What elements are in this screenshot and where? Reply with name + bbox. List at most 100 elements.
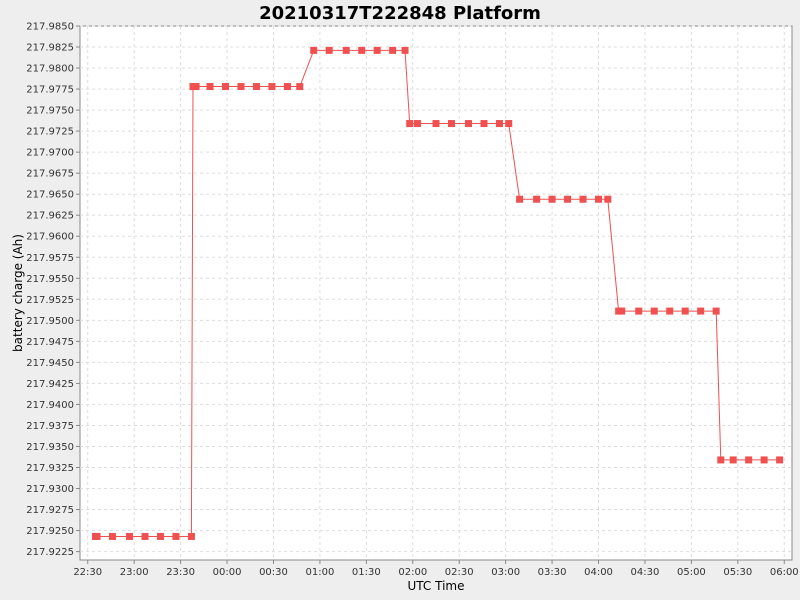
data-point bbox=[495, 120, 503, 128]
data-point bbox=[192, 83, 200, 91]
data-point bbox=[413, 120, 421, 128]
y-axis: 217.9225 217.9250 217.9275 217.9300 217.9325… bbox=[26, 22, 80, 558]
y-tick-label: 217.9425 bbox=[26, 379, 74, 390]
plot-area bbox=[79, 25, 793, 561]
y-tick-label: 217.9300 bbox=[26, 484, 74, 495]
data-point bbox=[342, 46, 350, 54]
data-point bbox=[533, 195, 541, 203]
y-tick-label: 217.9600 bbox=[26, 232, 74, 243]
y-tick-label: 217.9250 bbox=[26, 526, 74, 537]
data-point bbox=[109, 532, 117, 540]
data-point bbox=[252, 83, 260, 91]
data-point bbox=[635, 307, 643, 315]
x-tick-label: 06:00 bbox=[770, 567, 799, 578]
data-point bbox=[516, 195, 524, 203]
y-tick-label: 217.9500 bbox=[26, 316, 74, 327]
data-point bbox=[681, 307, 689, 315]
x-tick-label: 02:30 bbox=[445, 567, 474, 578]
y-tick-label: 217.9525 bbox=[26, 295, 74, 306]
data-point bbox=[358, 46, 366, 54]
y-tick-label: 217.9750 bbox=[26, 106, 74, 117]
data-point bbox=[296, 83, 304, 91]
y-tick-label: 217.9400 bbox=[26, 400, 74, 411]
y-tick-label: 217.9825 bbox=[26, 43, 74, 54]
y-tick-label: 217.9550 bbox=[26, 274, 74, 285]
data-point bbox=[206, 83, 214, 91]
y-tick-label: 217.9325 bbox=[26, 463, 74, 474]
x-tick-label: 05:30 bbox=[723, 567, 752, 578]
data-point bbox=[760, 456, 768, 464]
data-point bbox=[480, 120, 488, 128]
y-tick-label: 217.9575 bbox=[26, 253, 74, 264]
x-axis: 22:30 23:00 23:30 00:00 00:30 01:00 01:30 02:00… bbox=[73, 560, 799, 578]
y-tick-label: 217.9700 bbox=[26, 148, 74, 159]
data-point bbox=[373, 46, 381, 54]
y-tick-label: 217.9350 bbox=[26, 442, 74, 453]
y-tick-label: 217.9650 bbox=[26, 190, 74, 201]
data-point bbox=[310, 46, 318, 54]
data-point bbox=[604, 195, 612, 203]
grid bbox=[80, 25, 792, 560]
y-tick-label: 217.9450 bbox=[26, 358, 74, 369]
y-tick-label: 217.9800 bbox=[26, 64, 74, 75]
data-point bbox=[618, 307, 626, 315]
data-point bbox=[126, 532, 134, 540]
data-point bbox=[465, 120, 473, 128]
data-point bbox=[712, 307, 720, 315]
y-tick-label: 217.9375 bbox=[26, 421, 74, 432]
x-tick-label: 02:00 bbox=[398, 567, 427, 578]
data-point bbox=[268, 83, 276, 91]
data-point bbox=[564, 195, 572, 203]
data-point bbox=[172, 532, 180, 540]
x-tick-label: 04:00 bbox=[584, 567, 613, 578]
data-point bbox=[729, 456, 737, 464]
data-point bbox=[745, 456, 753, 464]
data-point bbox=[406, 120, 414, 128]
x-tick-label: 03:30 bbox=[538, 567, 567, 578]
chart-title: 20210317T222848 Platform bbox=[259, 3, 541, 24]
y-tick-label: 217.9275 bbox=[26, 505, 74, 516]
data-point bbox=[325, 46, 333, 54]
data-point bbox=[221, 83, 229, 91]
x-tick-label: 05:00 bbox=[677, 567, 706, 578]
data-point bbox=[447, 120, 455, 128]
x-tick-label: 03:00 bbox=[491, 567, 520, 578]
data-point bbox=[237, 83, 245, 91]
y-tick-label: 217.9625 bbox=[26, 211, 74, 222]
data-point bbox=[283, 83, 291, 91]
data-point bbox=[579, 195, 587, 203]
data-point bbox=[389, 46, 397, 54]
y-tick-label: 217.9850 bbox=[26, 22, 74, 33]
series-battery-charge bbox=[91, 46, 784, 540]
data-point bbox=[666, 307, 674, 315]
data-point bbox=[697, 307, 705, 315]
x-axis-label: UTC Time bbox=[408, 579, 465, 593]
data-point bbox=[717, 456, 725, 464]
y-tick-label: 217.9775 bbox=[26, 85, 74, 96]
data-point bbox=[401, 46, 409, 54]
y-axis-label: battery charge (Ah) bbox=[11, 234, 25, 352]
data-point bbox=[595, 195, 603, 203]
data-point bbox=[505, 120, 513, 128]
y-tick-label: 217.9725 bbox=[26, 127, 74, 138]
x-tick-label: 00:00 bbox=[213, 567, 242, 578]
data-point bbox=[432, 120, 440, 128]
x-tick-label: 00:30 bbox=[259, 567, 288, 578]
x-tick-label: 23:30 bbox=[166, 567, 195, 578]
x-tick-label: 01:00 bbox=[305, 567, 334, 578]
y-tick-label: 217.9675 bbox=[26, 169, 74, 180]
data-point bbox=[187, 532, 195, 540]
data-point bbox=[93, 532, 101, 540]
data-point bbox=[156, 532, 164, 540]
x-tick-label: 22:30 bbox=[73, 567, 102, 578]
y-tick-label: 217.9475 bbox=[26, 337, 74, 348]
data-point bbox=[650, 307, 658, 315]
x-tick-label: 01:30 bbox=[352, 567, 381, 578]
x-tick-label: 23:00 bbox=[120, 567, 149, 578]
data-point bbox=[141, 532, 149, 540]
data-point bbox=[548, 195, 556, 203]
data-point bbox=[776, 456, 784, 464]
y-tick-label: 217.9225 bbox=[26, 547, 74, 558]
x-tick-label: 04:30 bbox=[631, 567, 660, 578]
